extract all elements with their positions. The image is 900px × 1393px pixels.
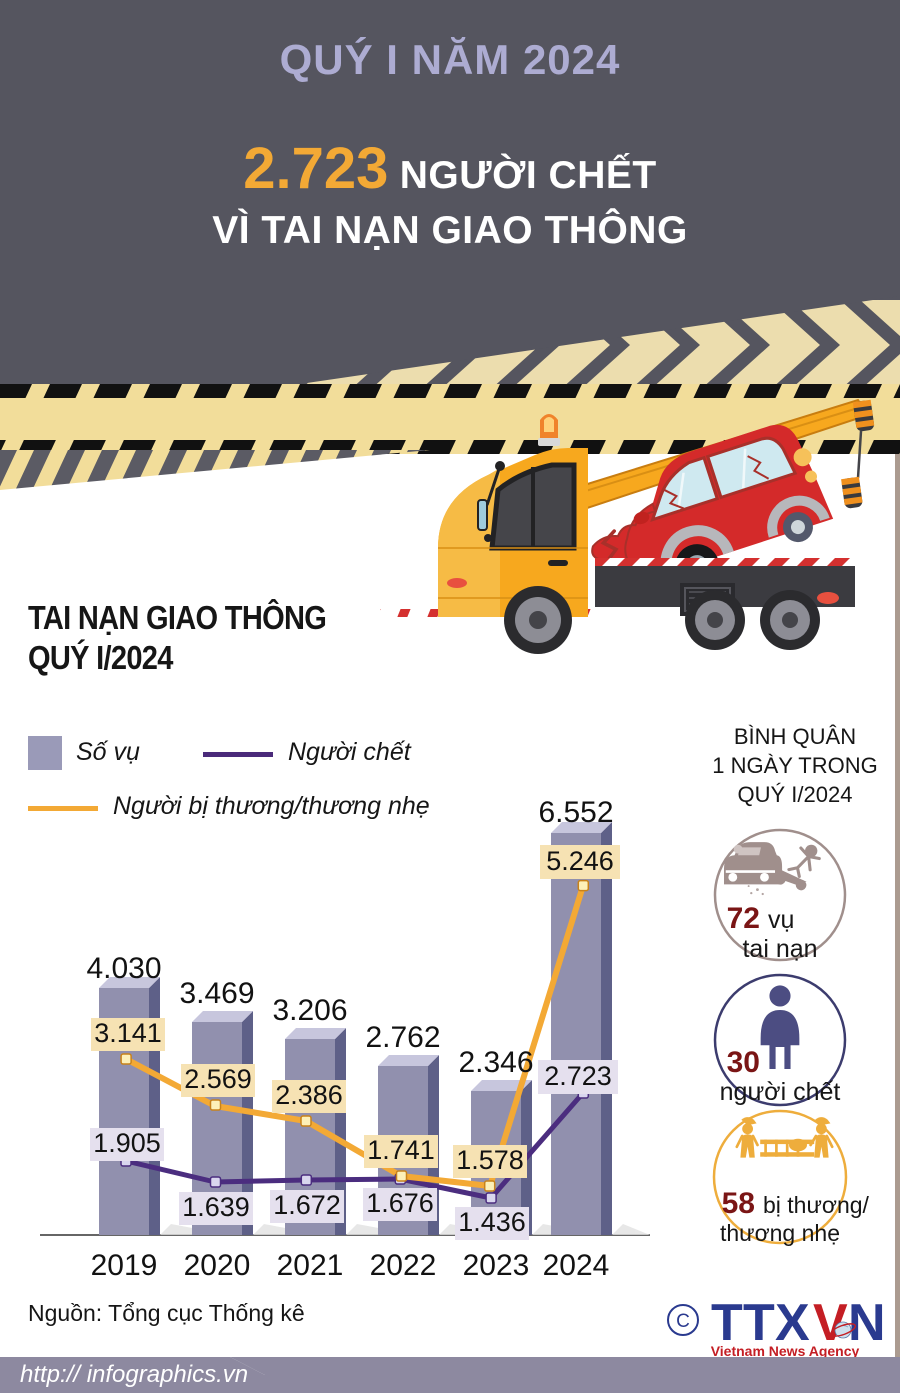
svg-text:2.569: 2.569 [184,1064,252,1094]
svg-text:1.436: 1.436 [458,1207,526,1237]
svg-text:5.246: 5.246 [546,846,614,876]
svg-text:3.469: 3.469 [179,977,254,1010]
svg-text:C: C [676,1311,690,1332]
svg-text:2024: 2024 [543,1249,610,1282]
svg-text:1.578: 1.578 [456,1145,524,1175]
svg-text:tai nạn: tai nạn [742,935,817,963]
svg-text:1.741: 1.741 [367,1135,435,1165]
svg-text:30: 30 [727,1046,760,1079]
svg-text:1.905: 1.905 [93,1128,161,1158]
svg-text:3.141: 3.141 [94,1018,162,1048]
svg-text:vụ: vụ [768,906,794,934]
svg-text:người chết: người chết [720,1078,841,1106]
svg-text:2022: 2022 [370,1249,437,1282]
svg-text:2019: 2019 [91,1249,158,1282]
svg-text:1.639: 1.639 [182,1192,250,1222]
svg-text:http:// infographics.vn: http:// infographics.vn [20,1361,248,1388]
svg-text:2.346: 2.346 [458,1046,533,1079]
svg-text:thương nhẹ: thương nhẹ [720,1220,840,1246]
svg-text:2.762: 2.762 [365,1021,440,1054]
svg-text:2023: 2023 [463,1249,530,1282]
svg-text:4.030: 4.030 [86,952,161,985]
svg-text:bị thương/: bị thương/ [763,1192,870,1218]
svg-text:2021: 2021 [277,1249,344,1282]
svg-text:2020: 2020 [184,1249,251,1282]
svg-text:2.386: 2.386 [275,1080,343,1110]
svg-text:72: 72 [727,902,760,935]
svg-text:1.676: 1.676 [366,1188,434,1218]
svg-text:2.723: 2.723 [544,1061,612,1091]
svg-text:3.206: 3.206 [272,994,347,1027]
svg-text:1.672: 1.672 [273,1190,341,1220]
svg-text:6.552: 6.552 [538,796,613,829]
svg-text:58: 58 [722,1187,755,1220]
